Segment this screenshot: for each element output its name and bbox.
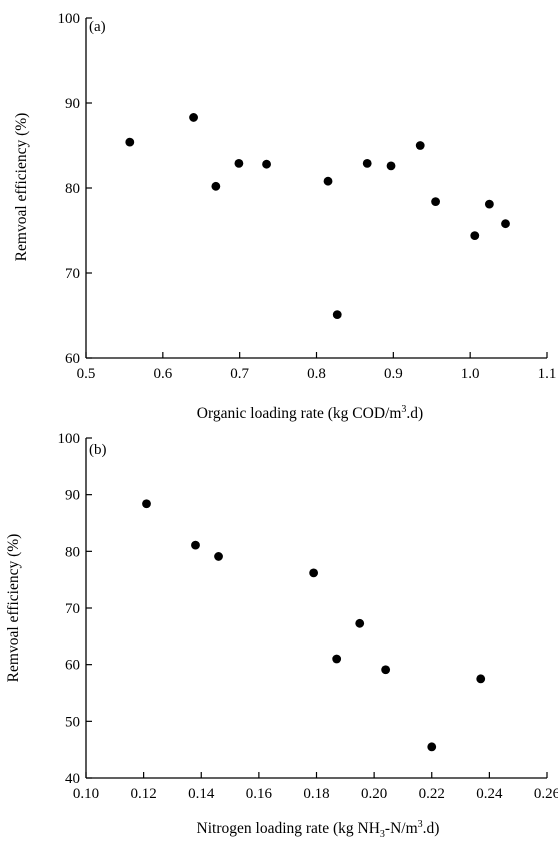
panel-b-y-tick-label: 90 [65,488,80,504]
panel-a-y-tick-label: 100 [58,11,81,27]
panel-a-data-point [415,141,425,150]
panel-a-x-tick-label: 0.8 [307,366,326,382]
panel-a-x-tick-label: 0.6 [153,366,172,382]
panel-a-data-point [431,197,440,207]
panel-a-y-tick-label: 80 [65,181,80,197]
panel-b-x-tick-label: 0.22 [419,786,445,802]
panel-b-y-tick-label: 80 [65,544,80,560]
panel-a-x-tick-label: 1.1 [538,366,557,382]
panel-a-data-point [362,158,372,168]
panel-b-y-axis-title: Remvoal efficiency (%) [5,534,22,683]
panel-a-data-point [125,137,135,147]
panel-b-x-tick-label: 0.18 [303,786,329,802]
panel-a-label: (a) [89,19,106,35]
panel-b-label: (b) [89,442,107,458]
panel-b-x-tick-label: 0.20 [361,786,387,802]
panel-b-data-point [427,742,437,752]
panel-b-x-tick-label: 0.10 [73,786,99,802]
panel-a-y-tick-label: 90 [65,96,80,112]
panel-b-data-point [332,654,342,664]
panel-b-x-axis-title: Nitrogen loading rate (kg NH3-N/m3.d) [197,819,440,840]
panel-a-chart: (a) Organic loading rate (kg COD/m3.d) R… [13,11,556,422]
panel-a-y-axis-title: Remvoal efficiency (%) [13,113,30,262]
panel-b-data-point [191,540,200,550]
panel-b-x-tick-label: 0.12 [131,786,157,802]
panel-a-x-tick-label: 0.9 [384,366,403,382]
panel-a-x-tick-label: 0.5 [77,366,96,382]
panel-a-x-axis-title: Organic loading rate (kg COD/m3.d) [197,404,423,422]
panel-b-y-tick-label: 40 [65,771,80,787]
panel-b-x-tick-label: 0.26 [534,786,558,802]
panel-a-data-point [262,159,271,169]
panel-b-y-tick-label: 70 [65,601,80,617]
panel-b-y-tick-label: 100 [58,431,81,447]
panel-b-x-tick-label: 0.24 [476,786,503,802]
panel-b-data-point [309,568,319,578]
panel-b-y-tick-label: 50 [65,714,80,730]
panel-a-data-point [470,231,480,241]
panel-b-data-point [476,674,486,684]
panel-a-data-point [501,219,510,229]
panel-b-x-tick-label: 0.14 [188,786,215,802]
panel-a-data-point [386,161,396,171]
panel-a-x-tick-label: 1.0 [461,366,480,382]
panel-a-y-tick-label: 70 [65,266,80,282]
panel-a-x-tick-label: 0.7 [230,366,249,382]
panel-a-data-point [189,113,198,122]
panel-a-data-point [211,181,221,191]
panel-a-data-point [234,158,244,168]
panel-b-data-point [214,552,223,561]
panel-a-data-point [332,310,342,320]
panel-b-data-point [142,499,151,509]
panel-b-x-tick-label: 0.16 [246,786,273,802]
panel-b-chart: (b) Nitrogen loading rate (kg NH3-N/m3.d… [5,431,558,840]
panel-a-data-point [323,176,333,186]
panel-b-data-point [355,618,365,628]
panel-b-y-tick-label: 60 [65,658,80,674]
panel-a-y-tick-label: 60 [65,351,80,367]
panel-b-data-point [381,665,391,675]
panel-a-data-point [484,199,494,209]
